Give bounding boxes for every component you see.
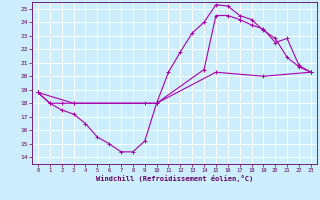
- X-axis label: Windchill (Refroidissement éolien,°C): Windchill (Refroidissement éolien,°C): [96, 175, 253, 182]
